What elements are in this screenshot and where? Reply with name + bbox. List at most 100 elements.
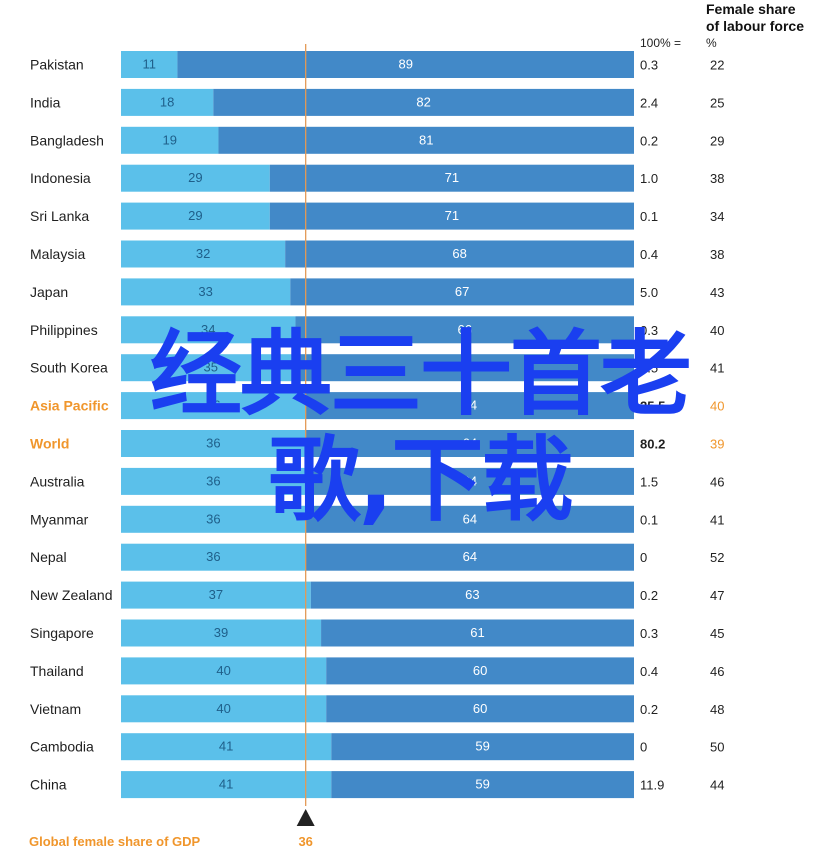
bar-segment-2 xyxy=(305,392,634,420)
reference-caption: Global female share of GDP xyxy=(29,834,201,849)
bar-value-label-2: 67 xyxy=(455,284,469,299)
category-label: Bangladesh xyxy=(30,132,104,148)
bar-value-label-2: 68 xyxy=(452,246,466,261)
bar-segment-1 xyxy=(121,695,327,723)
female-labour-share-value: 47 xyxy=(710,588,724,603)
bar-segment-2 xyxy=(305,505,634,533)
bar-segment-2 xyxy=(269,164,634,192)
total-value: 80.2 xyxy=(640,437,665,452)
bar-value-label-2: 63 xyxy=(465,587,479,602)
bar-value-label-2: 66 xyxy=(457,322,471,337)
bar-segment-2 xyxy=(310,581,634,609)
total-value: 0.4 xyxy=(640,247,658,262)
bar-value-label-1: 33 xyxy=(198,284,212,299)
category-label: Asia Pacific xyxy=(30,398,109,414)
bar-segment-1 xyxy=(121,771,332,799)
bar-value-label-1: 34 xyxy=(201,322,215,337)
overlay-line-1: 经典三十首老 xyxy=(149,321,692,428)
category-label: Indonesia xyxy=(30,170,91,186)
bar-segment-1 xyxy=(121,51,178,78)
bar-segment-1 xyxy=(121,316,296,344)
header-right-unit: % xyxy=(706,36,717,50)
category-label: New Zealand xyxy=(30,587,113,603)
bar-segment-1 xyxy=(121,581,311,609)
female-labour-share-value: 44 xyxy=(710,778,724,793)
female-labour-share-value: 34 xyxy=(710,209,724,224)
bar-segment-1 xyxy=(121,733,332,761)
bar-segment-1 xyxy=(121,126,219,154)
header-right-title-1: Female share xyxy=(706,1,796,17)
category-label: Thailand xyxy=(30,663,84,679)
bar-segment-1 xyxy=(121,543,306,571)
female-labour-share-value: 40 xyxy=(710,399,724,414)
female-labour-share-value: 22 xyxy=(710,58,724,73)
bar-value-label-2: 64 xyxy=(463,549,477,564)
category-label: Philippines xyxy=(30,322,98,338)
female-labour-share-value: 25 xyxy=(710,95,724,110)
female-labour-share-value: 48 xyxy=(710,702,724,717)
reference-marker-icon xyxy=(296,809,315,826)
bar-segment-1 xyxy=(121,619,322,647)
category-label: Vietnam xyxy=(30,701,81,717)
female-labour-share-value: 46 xyxy=(710,664,724,679)
total-value: 1.0 xyxy=(640,171,658,186)
bar-segment-2 xyxy=(305,430,634,457)
total-value: 1.5 xyxy=(640,474,658,489)
female-labour-share-value: 46 xyxy=(710,474,724,489)
total-value: 0.1 xyxy=(640,209,658,224)
bar-value-label-1: 36 xyxy=(206,511,220,526)
bar-segment-1 xyxy=(121,202,270,230)
bar-segment-2 xyxy=(269,202,634,230)
bar-value-label-2: 59 xyxy=(475,777,489,792)
bar-segment-2 xyxy=(285,240,634,268)
bar-segment-2 xyxy=(213,88,634,116)
bar-value-label-2: 64 xyxy=(463,511,477,526)
total-value: 0.2 xyxy=(640,702,658,717)
total-value: 0.2 xyxy=(640,133,658,148)
category-label: World xyxy=(30,436,69,452)
bar-segment-1 xyxy=(121,467,306,495)
bar-segment-1 xyxy=(121,392,306,420)
overlay-watermark-text: 经典三十首老 歌,下载 xyxy=(50,322,790,534)
bar-value-label-1: 36 xyxy=(206,473,220,488)
total-value: 0 xyxy=(640,550,647,565)
female-labour-share-value: 45 xyxy=(710,626,724,641)
total-value: 11.9 xyxy=(640,778,664,793)
bar-value-label-1: 40 xyxy=(216,663,230,678)
bar-value-label-1: 37 xyxy=(209,587,223,602)
bar-value-label-2: 61 xyxy=(470,625,484,640)
bar-segment-2 xyxy=(326,657,634,685)
bar-value-label-1: 36 xyxy=(206,436,220,451)
chart-rows: Pakistan 11 89 0.3 22 India 18 82 2.4 25 Banglades… xyxy=(30,51,724,799)
bar-segment-2 xyxy=(331,733,634,761)
bar-value-label-2: 64 xyxy=(463,398,477,413)
category-label: Japan xyxy=(30,284,68,300)
bar-value-label-2: 59 xyxy=(475,739,489,754)
total-value: 0.1 xyxy=(640,512,658,527)
category-label: Singapore xyxy=(30,625,94,641)
bar-value-label-1: 41 xyxy=(219,739,233,754)
bar-value-label-1: 35 xyxy=(204,360,218,375)
category-label: India xyxy=(30,94,61,110)
category-label: Pakistan xyxy=(30,57,84,73)
female-labour-share-value: 39 xyxy=(710,437,724,452)
bar-value-label-1: 29 xyxy=(188,170,202,185)
total-value: 0.4 xyxy=(640,664,658,679)
bar-value-label-1: 29 xyxy=(188,208,202,223)
bar-segment-2 xyxy=(300,354,634,382)
bar-segment-1 xyxy=(121,657,327,685)
bar-value-label-2: 89 xyxy=(398,57,412,72)
bar-value-label-2: 65 xyxy=(460,360,474,375)
bar-segment-1 xyxy=(121,430,306,457)
bar-segment-2 xyxy=(305,467,634,495)
total-value: 1.5 xyxy=(640,361,658,376)
bar-value-label-1: 32 xyxy=(196,246,210,261)
female-labour-share-value: 41 xyxy=(710,361,724,376)
total-value: 25.5 xyxy=(640,399,665,414)
bar-segment-1 xyxy=(121,240,286,268)
total-value: 2.4 xyxy=(640,95,658,110)
bar-value-label-1: 39 xyxy=(214,625,228,640)
total-value: 5.0 xyxy=(640,285,658,300)
header-total-label: 100% = xyxy=(640,36,681,50)
